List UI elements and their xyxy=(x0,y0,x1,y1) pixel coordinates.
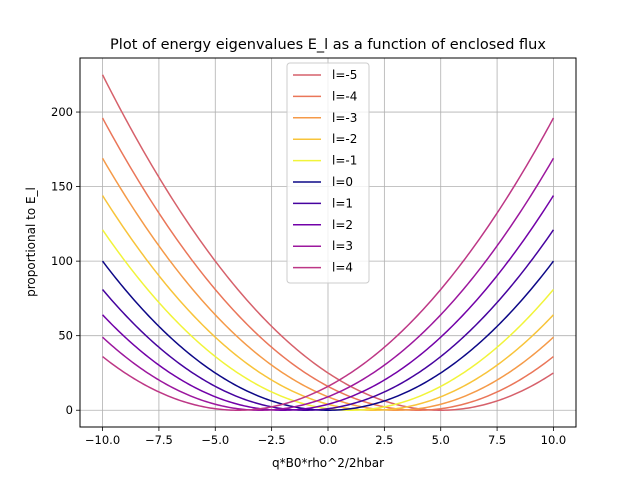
legend-label-l=3: l=3 xyxy=(332,239,353,253)
x-tick-label: 7.5 xyxy=(488,433,506,447)
x-tick-label: −7.5 xyxy=(145,433,173,447)
x-tick-label: 5.0 xyxy=(432,433,450,447)
axis-ticks: −10.0 −7.5 −5.0 −2.5 0.0 2.5 5.0 7.5 10.0 0 50 100 1… xyxy=(51,105,566,447)
legend: l=-5 l=-4 l=-3 l=-2 l=-1 l=0 l=1 l=2 l=3 l=4 xyxy=(286,62,370,284)
series-line-l=0 xyxy=(101,260,555,411)
y-tick-label: 200 xyxy=(51,105,73,119)
y-tick-label: 100 xyxy=(51,254,73,268)
chart-title: Plot of energy eigenvalues E_l as a func… xyxy=(110,37,546,53)
legend-label-l=-4: l=-4 xyxy=(332,89,357,103)
series-line-l=-5 xyxy=(101,74,554,411)
legend-label-l=2: l=2 xyxy=(332,218,353,232)
y-tick-label: 50 xyxy=(58,329,73,343)
x-tick-label: −2.5 xyxy=(258,433,286,447)
series-line-l=3 xyxy=(102,157,555,411)
x-axis-label: q*B0*rho^2/2hbar xyxy=(272,456,384,470)
legend-label-l=-3: l=-3 xyxy=(332,111,357,125)
legend-label-l=-5: l=-5 xyxy=(332,68,357,82)
y-tick-label: 0 xyxy=(66,403,73,417)
x-tick-label: −10.0 xyxy=(85,433,120,447)
x-tick-label: 2.5 xyxy=(375,433,393,447)
legend-label-l=0: l=0 xyxy=(332,175,353,189)
y-tick-label: 150 xyxy=(51,180,73,194)
legend-label-l=4: l=4 xyxy=(332,261,353,275)
legend-label-l=-1: l=-1 xyxy=(332,154,357,168)
x-tick-label: −5.0 xyxy=(201,433,229,447)
x-tick-label: 10.0 xyxy=(541,433,567,447)
series-line-l=1 xyxy=(101,229,555,411)
legend-label-l=1: l=1 xyxy=(332,196,353,210)
legend-label-l=-2: l=-2 xyxy=(332,132,357,146)
x-tick-label: 0.0 xyxy=(319,433,337,447)
series-line-l=4 xyxy=(102,117,555,411)
series-line-l=2 xyxy=(102,195,555,411)
y-axis-label: proportional to E_l xyxy=(24,187,38,297)
series-lines xyxy=(101,74,555,411)
